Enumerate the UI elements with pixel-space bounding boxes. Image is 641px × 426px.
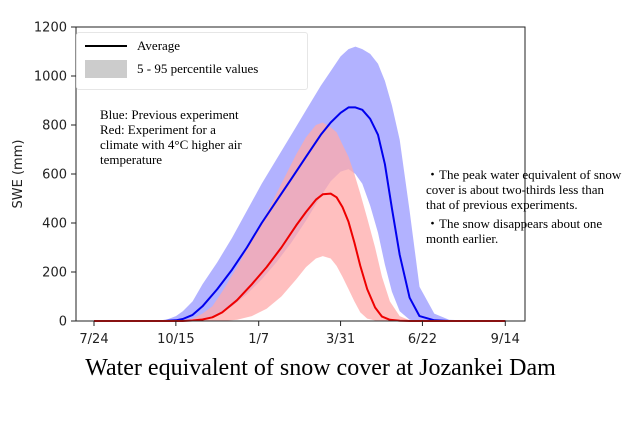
y-tick-label: 600 [42,168,67,183]
x-tick-label: 7/24 [79,332,108,347]
note-line: month earlier. [426,231,499,246]
color-key-note: Blue: Previous experiment Red: Experimen… [100,107,242,167]
legend: Average 5 - 95 percentile values [76,32,308,90]
x-tick-label: 6/22 [408,332,437,347]
legend-label-average: Average [137,38,181,53]
x-tick-label: 9/14 [491,332,520,347]
x-tick-label: 1/7 [248,332,269,347]
previous-mean-line [94,106,506,322]
y-tick-label: 800 [42,119,67,134]
note-line: Red: Experiment for a [100,122,216,137]
x-tick-label: 10/15 [157,332,194,347]
warm-mean-line [94,192,506,322]
note-line: climate with 4°C higher air [100,137,242,152]
note-line: temperature [100,152,163,167]
note-line: that of previous experiments. [426,197,578,212]
note-line: ・The snow disappears about one [426,216,603,231]
y-tick-label: 1000 [34,70,67,85]
legend-band-swatch [85,60,127,78]
swe-chart: 0 200 400 600 800 1000 1200 7/24 10/15 1/7 3/31 6/… [11,21,526,347]
y-axis: 0 200 400 600 800 1000 1200 [34,21,76,330]
y-axis-label: SWE (mm) [11,140,26,209]
mean-lines [94,106,506,322]
x-axis: 7/24 10/15 1/7 3/31 6/22 9/14 [79,321,520,347]
x-tick-label: 3/31 [326,332,355,347]
findings-note: ・The peak water equivalent of snow cover… [426,167,641,246]
y-tick-label: 400 [42,217,67,232]
y-tick-label: 0 [59,315,67,330]
note-line: cover is about two-thirds less than [426,182,604,197]
note-line: Blue: Previous experiment [100,107,239,122]
y-tick-label: 1200 [34,21,67,36]
legend-label-percentile: 5 - 95 percentile values [137,61,259,76]
note-line: ・The peak water equivalent of snow [426,167,622,182]
y-tick-label: 200 [42,266,67,281]
chart-caption: Water equivalent of snow cover at Jozank… [85,355,556,381]
